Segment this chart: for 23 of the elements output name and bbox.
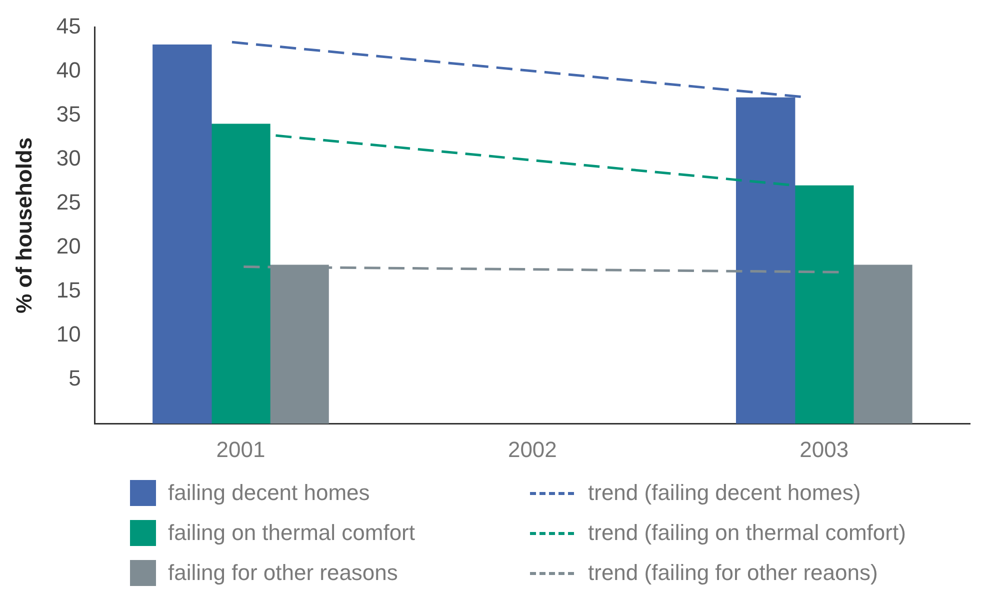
y-tick-label: 5 [68,366,81,391]
y-tick-label: 40 [56,57,81,82]
y-tick-label: 20 [56,233,81,258]
bar [152,44,212,424]
legend-label: trend (failing decent homes) [588,480,861,506]
y-tick-label: 35 [56,101,81,126]
bar [211,124,270,424]
x-tick-label: 2003 [800,436,849,462]
y-axis-title: % of households [11,137,36,314]
legend-label: failing for other reasons [168,560,398,586]
bar [853,264,912,424]
legend-label: failing on thermal comfort [168,520,415,546]
y-tick-label: 25 [56,189,81,214]
legend-label: failing decent homes [168,480,370,506]
y-tick-label: 15 [56,278,81,303]
y-tick-label: 10 [56,322,81,347]
y-tick-label: 30 [56,145,81,170]
x-tick-label: 2001 [216,436,266,462]
legend-label: trend (failing on thermal comfort) [588,520,906,546]
x-tick-label: 2002 [508,436,557,462]
legend-label: trend (failing for other reaons) [588,560,878,586]
y-tick-label: 45 [56,13,81,38]
bar [794,185,854,424]
